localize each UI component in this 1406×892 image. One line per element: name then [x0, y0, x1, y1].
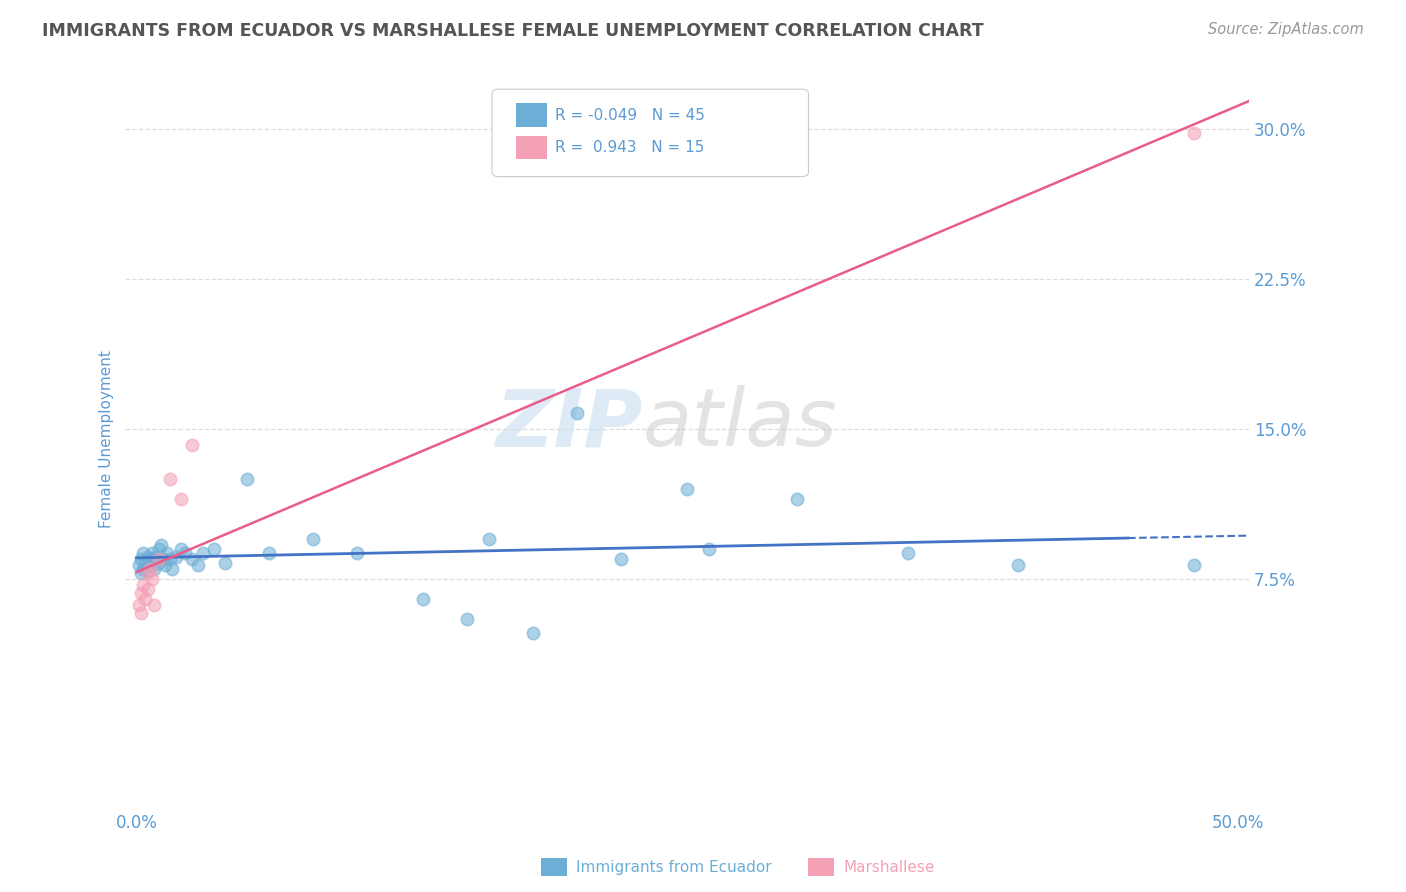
Point [128, 558, 150, 573]
Point [699, 542, 721, 557]
Point [202, 542, 225, 557]
Point [153, 558, 176, 573]
Point [136, 564, 159, 578]
Point [1182, 558, 1205, 573]
Point [138, 562, 160, 576]
Point [129, 586, 152, 600]
Point [141, 546, 163, 560]
Point [134, 556, 156, 570]
Point [148, 552, 170, 566]
Point [174, 546, 197, 560]
Text: R = -0.049   N = 45: R = -0.049 N = 45 [555, 108, 706, 122]
Point [128, 599, 150, 613]
Text: atlas: atlas [643, 385, 837, 463]
Point [145, 550, 167, 565]
Point [187, 558, 209, 573]
Point [346, 546, 368, 560]
Point [786, 492, 808, 507]
Point [143, 562, 166, 576]
Point [610, 552, 633, 566]
Point [148, 542, 170, 557]
Point [897, 546, 920, 560]
Point [136, 550, 159, 565]
Point [136, 566, 159, 581]
Point [143, 599, 166, 613]
Text: Marshallese: Marshallese [844, 860, 935, 874]
Point [160, 562, 183, 576]
Text: Source: ZipAtlas.com: Source: ZipAtlas.com [1208, 22, 1364, 37]
Point [129, 566, 152, 581]
Text: ZIP: ZIP [495, 385, 643, 463]
Text: IMMIGRANTS FROM ECUADOR VS MARSHALLESE FEMALE UNEMPLOYMENT CORRELATION CHART: IMMIGRANTS FROM ECUADOR VS MARSHALLESE F… [42, 22, 984, 40]
Point [565, 406, 588, 420]
Point [132, 578, 155, 592]
Point [141, 552, 163, 566]
Point [132, 562, 155, 576]
Point [129, 552, 152, 566]
Point [148, 556, 170, 570]
Point [478, 532, 501, 546]
Point [235, 472, 257, 486]
Point [180, 552, 202, 566]
Point [169, 492, 191, 507]
Point [676, 482, 699, 496]
Point [138, 558, 160, 573]
Point [180, 438, 202, 452]
Point [1007, 558, 1029, 573]
Point [132, 546, 155, 560]
Point [522, 626, 544, 640]
Y-axis label: Female Unemployment: Female Unemployment [100, 350, 114, 528]
Point [456, 612, 478, 626]
Point [301, 532, 323, 546]
Point [257, 546, 280, 560]
Point [1182, 126, 1205, 140]
Point [149, 538, 172, 552]
Point [191, 546, 214, 560]
Point [156, 546, 179, 560]
Point [159, 552, 181, 566]
Point [169, 542, 191, 557]
Text: Immigrants from Ecuador: Immigrants from Ecuador [576, 860, 772, 874]
Point [134, 592, 156, 607]
Text: R =  0.943   N = 15: R = 0.943 N = 15 [555, 140, 704, 154]
Point [214, 556, 236, 570]
Point [141, 572, 163, 586]
Point [129, 607, 152, 621]
Point [152, 552, 174, 566]
Point [159, 472, 181, 486]
Point [136, 582, 159, 597]
Point [412, 592, 434, 607]
Point [165, 550, 187, 565]
